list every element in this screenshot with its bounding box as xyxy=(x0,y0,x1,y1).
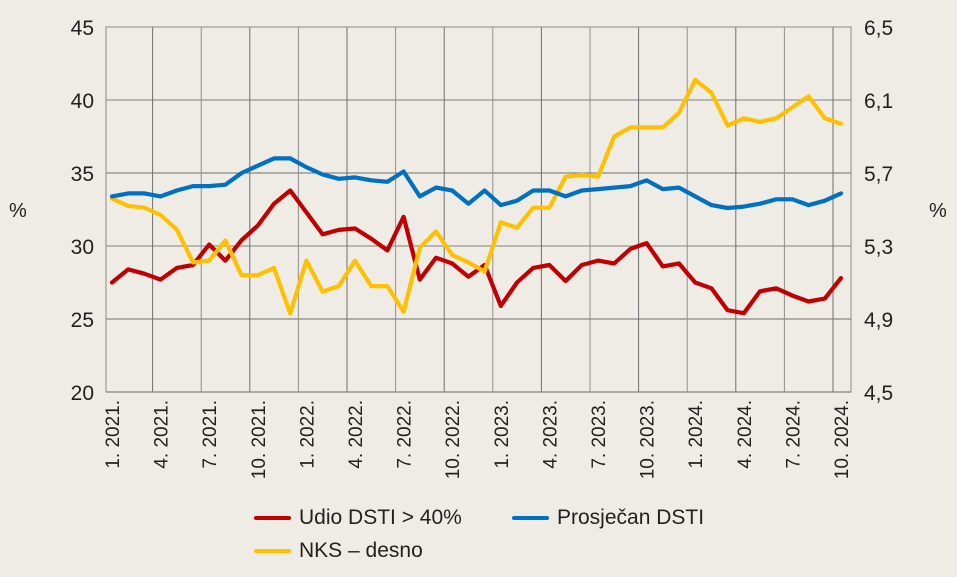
y-tick-label-right: 5,3 xyxy=(864,236,893,259)
y-tick-label-left: 20 xyxy=(71,382,94,405)
legend-item-nks: NKS – desno xyxy=(254,539,423,563)
x-tick-label: 10. 2021. xyxy=(249,400,270,479)
x-tick-label: 1. 2023. xyxy=(492,400,513,469)
y-tick-label-left: 45 xyxy=(71,17,94,40)
legend-label: Prosječan DSTI xyxy=(557,506,705,529)
x-axis-ticks: 1. 2021. 4. 2021. 7. 2021. 10. 2021. 1. 2022… xyxy=(103,400,853,479)
legend-label: NKS – desno xyxy=(299,539,423,562)
y-axis-left-ticks: 20 25 30 35 40 45 xyxy=(71,17,94,405)
legend-swatch-blue xyxy=(512,516,549,520)
plot-frame xyxy=(105,26,852,393)
y-tick-label-left: 30 xyxy=(71,236,94,259)
y-tick-label-left: 25 xyxy=(71,309,94,332)
y-tick-label-left: 40 xyxy=(71,90,94,113)
legend-item-prosjecan-dsti: Prosječan DSTI xyxy=(512,506,704,530)
horizontal-gridlines xyxy=(106,26,851,393)
x-tick-label: 7. 2021. xyxy=(200,400,221,469)
legend-item-udio-dsti: Udio DSTI > 40% xyxy=(254,506,462,530)
y-axis-right-ticks: 4,5 4,9 5,3 5,7 6,1 6,5 xyxy=(864,17,893,405)
x-tick-label: 4. 2023. xyxy=(540,400,561,469)
x-tick-label: 4. 2021. xyxy=(152,400,173,469)
x-tick-label: 7. 2022. xyxy=(395,400,416,469)
y-tick-label-right: 6,1 xyxy=(864,90,893,113)
x-tick-label: 10. 2022. xyxy=(443,400,464,479)
series-line-prosje-an-dsti xyxy=(109,156,844,211)
x-tick-label: 7. 2024. xyxy=(783,400,804,469)
vertical-gridlines xyxy=(152,27,834,392)
x-tick-label: 4. 2024. xyxy=(735,400,756,469)
y-tick-label-right: 6,5 xyxy=(864,17,893,40)
x-tick-label: 4. 2022. xyxy=(346,400,367,469)
y-tick-label-right: 4,9 xyxy=(864,309,893,332)
legend-label: Udio DSTI > 40% xyxy=(299,506,462,529)
x-tick-label: 10. 2023. xyxy=(638,400,659,479)
y-tick-label-right: 4,5 xyxy=(864,382,893,405)
line-chart: 20 25 30 35 40 45 4,5 4,9 5,3 5,7 6,1 6,5 1. 2021.… xyxy=(9,17,947,479)
series-layer xyxy=(109,77,844,316)
y-tick-label-right: 5,7 xyxy=(864,163,893,186)
x-tick-label: 1. 2024. xyxy=(686,400,707,469)
legend-swatch-yellow xyxy=(254,549,291,553)
x-tick-label: 7. 2023. xyxy=(589,400,610,469)
y-tick-label-left: 35 xyxy=(71,163,94,186)
legend-swatch-red xyxy=(254,516,291,520)
x-tick-label: 1. 2021. xyxy=(103,400,124,469)
series-line-udio-dsti-40 xyxy=(109,188,844,316)
x-tick-label: 10. 2024. xyxy=(832,400,853,479)
x-tick-label: 1. 2022. xyxy=(297,400,318,469)
y-axis-right-label: % xyxy=(929,200,947,222)
series-line-nks-desno xyxy=(109,77,844,316)
y-axis-left-label: % xyxy=(9,200,27,222)
